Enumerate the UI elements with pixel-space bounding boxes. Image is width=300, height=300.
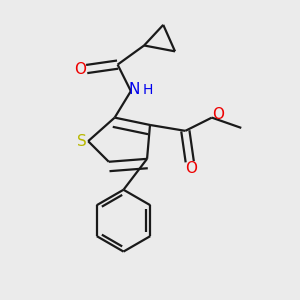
- Text: S: S: [77, 134, 87, 149]
- Text: N: N: [129, 82, 140, 97]
- Text: O: O: [185, 161, 197, 176]
- Text: H: H: [143, 82, 153, 97]
- Text: O: O: [74, 61, 86, 76]
- Text: O: O: [212, 107, 224, 122]
